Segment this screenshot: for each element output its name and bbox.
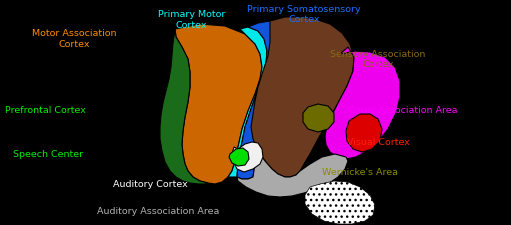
Text: Visual Association Area: Visual Association Area <box>347 106 458 115</box>
Polygon shape <box>305 181 375 224</box>
Polygon shape <box>237 22 290 179</box>
Polygon shape <box>346 115 382 152</box>
Polygon shape <box>229 148 249 166</box>
Polygon shape <box>228 28 267 177</box>
Polygon shape <box>325 48 400 159</box>
Text: Motor Association
Cortex: Motor Association Cortex <box>32 29 117 49</box>
Text: Primary Motor
Cortex: Primary Motor Cortex <box>158 10 225 29</box>
Text: Primary Somatosensory
Cortex: Primary Somatosensory Cortex <box>247 4 361 24</box>
Polygon shape <box>232 142 263 172</box>
Polygon shape <box>303 105 334 132</box>
Polygon shape <box>160 30 208 184</box>
Text: Auditory Cortex: Auditory Cortex <box>113 179 188 188</box>
Text: Auditory Association Area: Auditory Association Area <box>97 206 220 215</box>
Text: Sensory Association
Cortex: Sensory Association Cortex <box>331 50 426 69</box>
Text: Visual Cortex: Visual Cortex <box>347 137 410 146</box>
Polygon shape <box>175 25 262 184</box>
Polygon shape <box>237 151 348 197</box>
Polygon shape <box>251 18 354 177</box>
Text: Speech Center: Speech Center <box>13 150 83 159</box>
Text: Prefrontal Cortex: Prefrontal Cortex <box>5 106 86 115</box>
Text: Wernicke's Area: Wernicke's Area <box>322 168 398 177</box>
